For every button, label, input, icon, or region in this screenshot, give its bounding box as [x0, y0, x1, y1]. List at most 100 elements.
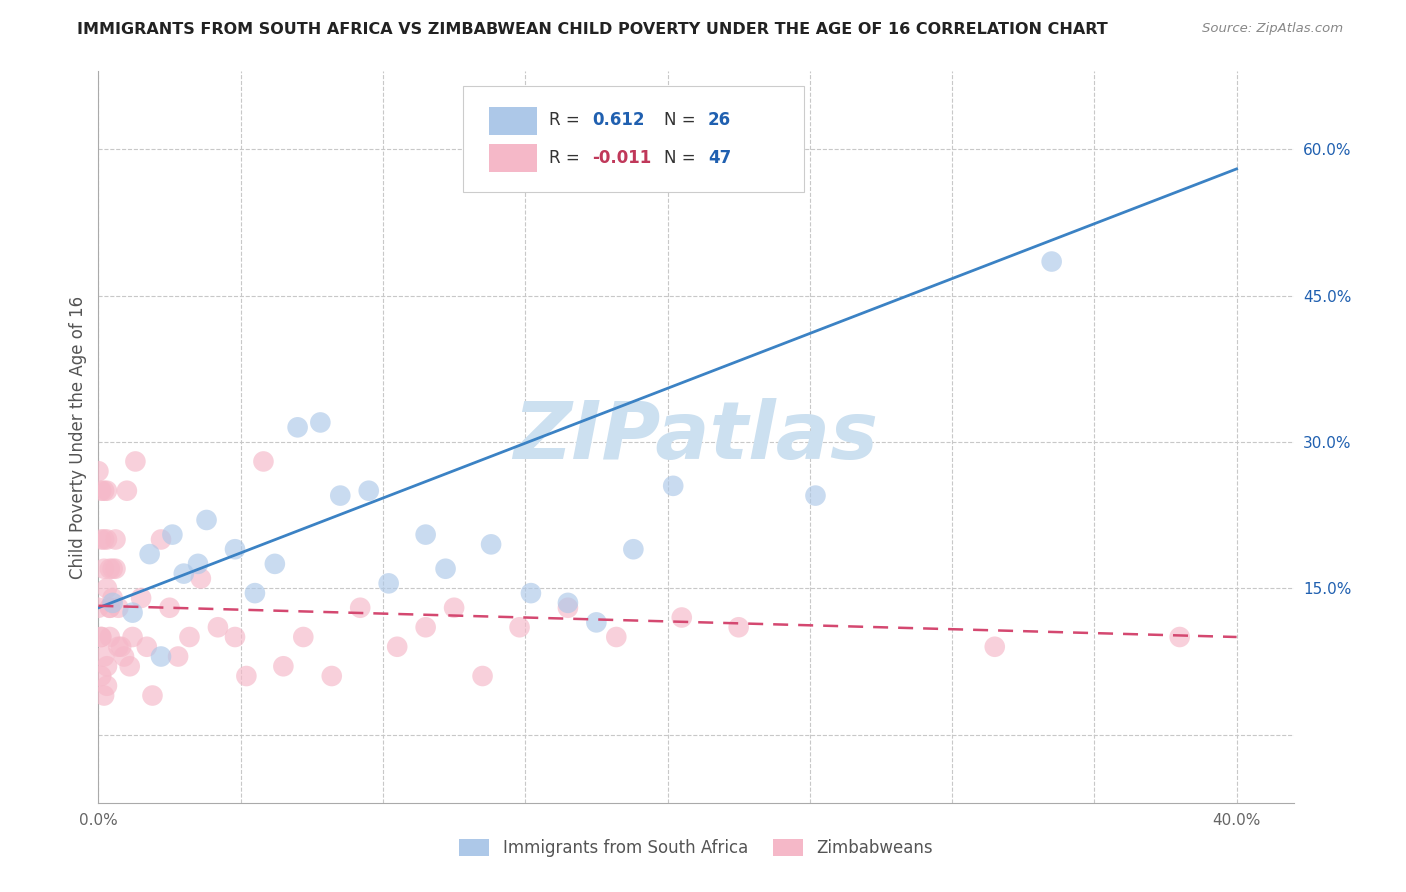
Point	[235, 669, 257, 683]
Text: -0.011: -0.011	[592, 149, 651, 167]
Point	[104, 533, 127, 547]
Text: 0.612: 0.612	[592, 112, 644, 129]
Point	[984, 640, 1007, 654]
Point	[115, 483, 138, 498]
Text: N =: N =	[664, 149, 700, 167]
Point	[96, 533, 118, 547]
Point	[135, 640, 157, 654]
Text: ZIPatlas: ZIPatlas	[513, 398, 879, 476]
Point	[112, 649, 135, 664]
Point	[273, 659, 295, 673]
Point	[110, 640, 132, 654]
Point	[104, 562, 127, 576]
Point	[90, 630, 112, 644]
Point	[141, 689, 163, 703]
Text: N =: N =	[664, 112, 700, 129]
Point	[605, 630, 627, 644]
Point	[101, 591, 124, 605]
Point	[101, 562, 124, 576]
Text: Source: ZipAtlas.com: Source: ZipAtlas.com	[1202, 22, 1343, 36]
Point	[520, 586, 543, 600]
Point	[179, 630, 201, 644]
Point	[727, 620, 749, 634]
Point	[129, 591, 152, 605]
Point	[93, 562, 115, 576]
Point	[150, 533, 173, 547]
Point	[90, 630, 112, 644]
Point	[173, 566, 195, 581]
Point	[187, 557, 209, 571]
Y-axis label: Child Poverty Under the Age of 16: Child Poverty Under the Age of 16	[69, 295, 87, 579]
Text: R =: R =	[548, 149, 585, 167]
Text: 26: 26	[709, 112, 731, 129]
Point	[87, 464, 110, 478]
Point	[118, 659, 141, 673]
Point	[167, 649, 190, 664]
Point	[224, 542, 246, 557]
Point	[93, 689, 115, 703]
Point	[90, 483, 112, 498]
Point	[309, 416, 332, 430]
Legend: Immigrants from South Africa, Zimbabweans: Immigrants from South Africa, Zimbabwean…	[453, 832, 939, 864]
Point	[93, 483, 115, 498]
Point	[329, 489, 352, 503]
Point	[287, 420, 309, 434]
FancyBboxPatch shape	[489, 107, 537, 135]
FancyBboxPatch shape	[489, 144, 537, 171]
Point	[96, 659, 118, 673]
Point	[190, 572, 212, 586]
Point	[90, 533, 112, 547]
Point	[124, 454, 146, 468]
Point	[162, 527, 184, 541]
Point	[471, 669, 494, 683]
Point	[662, 479, 685, 493]
Point	[804, 489, 827, 503]
Point	[107, 600, 129, 615]
Point	[98, 600, 121, 615]
Point	[585, 615, 607, 630]
Point	[434, 562, 457, 576]
Point	[243, 586, 266, 600]
Point	[1168, 630, 1191, 644]
Point	[621, 542, 644, 557]
Point	[321, 669, 343, 683]
Point	[252, 454, 274, 468]
Point	[90, 669, 112, 683]
Point	[443, 600, 465, 615]
Point	[671, 610, 693, 624]
Point	[385, 640, 409, 654]
Point	[96, 483, 118, 498]
Point	[159, 600, 181, 615]
Point	[357, 483, 380, 498]
Point	[377, 576, 399, 591]
Point	[98, 562, 121, 576]
Point	[224, 630, 246, 644]
Text: IMMIGRANTS FROM SOUTH AFRICA VS ZIMBABWEAN CHILD POVERTY UNDER THE AGE OF 16 COR: IMMIGRANTS FROM SOUTH AFRICA VS ZIMBABWE…	[77, 22, 1108, 37]
Point	[479, 537, 502, 551]
Text: 47: 47	[709, 149, 731, 167]
Point	[96, 581, 118, 595]
Point	[150, 649, 173, 664]
Point	[195, 513, 218, 527]
Point	[98, 600, 121, 615]
Point	[93, 533, 115, 547]
Point	[121, 630, 143, 644]
Point	[509, 620, 531, 634]
Point	[101, 596, 124, 610]
Point	[292, 630, 315, 644]
Point	[1040, 254, 1063, 268]
Point	[107, 640, 129, 654]
Text: R =: R =	[548, 112, 585, 129]
Point	[207, 620, 229, 634]
Point	[349, 600, 371, 615]
Point	[415, 527, 437, 541]
Point	[557, 596, 579, 610]
Point	[415, 620, 437, 634]
FancyBboxPatch shape	[463, 86, 804, 192]
Point	[96, 679, 118, 693]
Point	[263, 557, 285, 571]
Point	[557, 600, 579, 615]
Point	[98, 630, 121, 644]
Point	[93, 649, 115, 664]
Point	[121, 606, 143, 620]
